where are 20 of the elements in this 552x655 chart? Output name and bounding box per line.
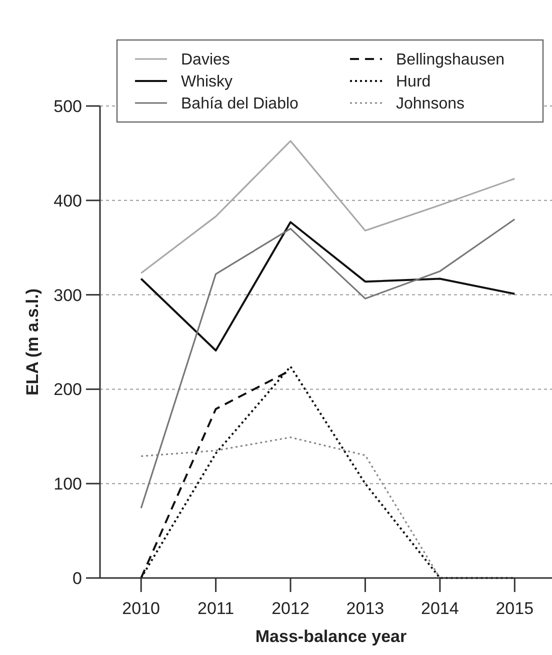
y-tick-label: 500 [54, 96, 82, 116]
legend-label: Whisky [181, 74, 233, 91]
y-tick-label: 400 [54, 191, 82, 210]
legend-label: Bahía del Diablo [181, 96, 299, 113]
x-axis-title: Mass-balance year [255, 627, 407, 646]
x-tick-label: 2010 [122, 599, 160, 618]
legend-label: Hurd [396, 74, 431, 91]
x-tick-label: 2011 [198, 599, 234, 618]
x-tick-label: 2015 [496, 599, 534, 618]
legend-label: Johnsons [396, 96, 464, 113]
y-tick-label: 300 [54, 286, 82, 305]
y-tick-label: 0 [72, 568, 82, 588]
x-tick-label: 2012 [272, 599, 310, 618]
x-tick-label: 2013 [346, 599, 384, 618]
y-tick-label: 200 [54, 380, 82, 400]
y-axis-title: ELA (m a.s.l.) [23, 288, 42, 396]
legend-label: Bellingshausen [396, 52, 505, 69]
legend-label: Davies [181, 52, 230, 69]
y-tick-label: 100 [54, 474, 82, 494]
x-tick-label: 2014 [421, 599, 459, 618]
